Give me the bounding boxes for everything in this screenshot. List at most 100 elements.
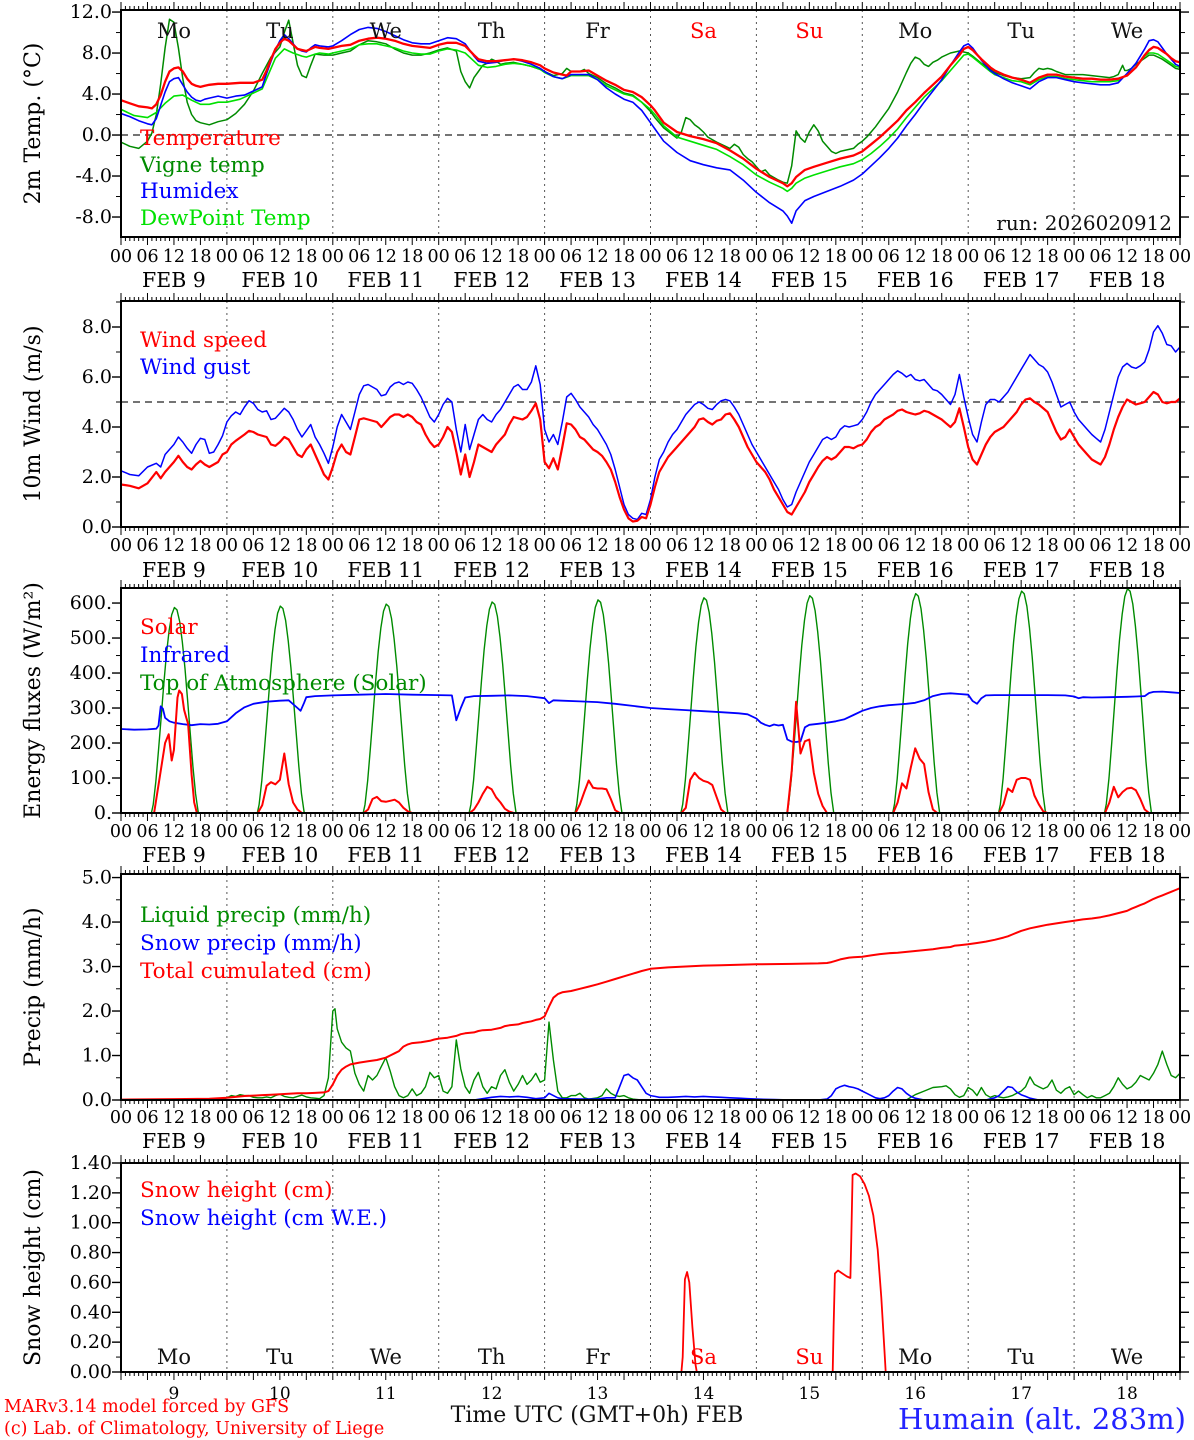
weekday-label-top: Mo	[898, 19, 932, 43]
hour-label: 18	[189, 247, 211, 267]
date-label: FEB 11	[347, 558, 424, 582]
hour-label: 18	[189, 1108, 211, 1128]
station-name-label: Humain (alt. 283m)	[897, 1402, 1186, 1436]
hour-label: 12	[375, 536, 397, 556]
hour-label: 06	[772, 1108, 794, 1128]
weekday-label-top: Tu	[266, 19, 294, 43]
weekday-label-bottom: Th	[478, 1345, 506, 1369]
hour-label: 06	[348, 1108, 370, 1128]
date-label: FEB 18	[1089, 268, 1166, 292]
hour-label: 12	[1010, 822, 1032, 842]
hour-label: 00	[639, 1108, 661, 1128]
series-total-cumulated-cm-	[121, 887, 1180, 1100]
hour-label: 18	[931, 247, 953, 267]
hour-label: 06	[136, 536, 158, 556]
date-label: FEB 12	[453, 843, 530, 867]
hour-label: 06	[772, 247, 794, 267]
hour-label: 18	[401, 1108, 423, 1128]
hour-label: 12	[269, 1108, 291, 1128]
weekday-label-bottom: We	[1111, 1345, 1143, 1369]
y-tick-label: 100.	[70, 767, 112, 789]
weekday-label-top: Tu	[1007, 19, 1035, 43]
hour-label: 00	[957, 247, 979, 267]
legend-solar: Solar	[140, 615, 198, 640]
hour-label: 18	[401, 247, 423, 267]
y-tick-label: 1.20	[70, 1182, 112, 1204]
hour-label: 00	[1169, 536, 1191, 556]
hour-label: 00	[110, 822, 132, 842]
hour-label: 06	[1089, 1108, 1111, 1128]
hour-label: 18	[825, 1108, 847, 1128]
hour-label: 18	[825, 536, 847, 556]
series-infrared	[121, 690, 1180, 743]
date-label: FEB 13	[559, 268, 636, 292]
hour-label: 12	[586, 1108, 608, 1128]
hour-label: 12	[375, 247, 397, 267]
date-label: FEB 16	[877, 843, 954, 867]
hour-label: 12	[1116, 822, 1138, 842]
hour-label: 00	[851, 1108, 873, 1128]
hour-label: 06	[984, 247, 1006, 267]
hour-label: 00	[1063, 247, 1085, 267]
hour-label: 18	[507, 536, 529, 556]
hour-label: 18	[613, 536, 635, 556]
hour-label: 06	[772, 822, 794, 842]
hour-label: 06	[348, 822, 370, 842]
hour-label: 06	[878, 1108, 900, 1128]
hour-label: 00	[851, 822, 873, 842]
hour-label: 06	[560, 536, 582, 556]
y-tick-label: 0.00	[70, 1361, 112, 1383]
date-label: FEB 10	[241, 1129, 318, 1153]
series-snow-height-cm-	[121, 1172, 1180, 1372]
hour-label: 12	[904, 1108, 926, 1128]
hour-label: 12	[481, 1108, 503, 1128]
hour-label: 06	[454, 536, 476, 556]
date-label: FEB 15	[771, 558, 848, 582]
legend-snow-height-cm-: Snow height (cm)	[140, 1178, 333, 1203]
y-tick-label: 200.	[70, 732, 112, 754]
date-label: FEB 11	[347, 843, 424, 867]
hour-label: 06	[666, 247, 688, 267]
y-tick-label: -8.0	[75, 206, 112, 228]
date-label: FEB 13	[559, 558, 636, 582]
hour-label: 00	[428, 536, 450, 556]
y-tick-label: 0.0	[82, 1089, 112, 1111]
y-tick-label: 0.60	[70, 1271, 112, 1293]
hour-label: 18	[931, 536, 953, 556]
hour-label: 12	[1116, 1108, 1138, 1128]
date-label: FEB 17	[983, 843, 1060, 867]
date-label: FEB 15	[771, 268, 848, 292]
hour-label: 18	[189, 822, 211, 842]
y-tick-label: 0.20	[70, 1331, 112, 1353]
hour-label: 00	[1169, 247, 1191, 267]
hour-label: 18	[1142, 1108, 1164, 1128]
hour-label: 00	[639, 822, 661, 842]
hour-label: 06	[878, 536, 900, 556]
legend-dewpoint-temp: DewPoint Temp	[140, 206, 311, 231]
hour-label: 18	[507, 822, 529, 842]
day-number-label: 9	[169, 1384, 180, 1404]
weekday-label-bottom: Su	[795, 1345, 823, 1369]
hour-label: 06	[136, 247, 158, 267]
weekday-label-top: We	[1111, 19, 1143, 43]
hour-label: 12	[269, 536, 291, 556]
date-label: FEB 14	[665, 843, 742, 867]
hour-label: 00	[428, 1108, 450, 1128]
hour-label: 06	[348, 536, 370, 556]
legend-infrared: Infrared	[140, 643, 230, 668]
hour-label: 12	[798, 1108, 820, 1128]
date-label: FEB 10	[241, 843, 318, 867]
hour-label: 00	[745, 822, 767, 842]
hour-label: 06	[242, 822, 264, 842]
hour-label: 12	[798, 536, 820, 556]
date-label: FEB 16	[877, 558, 954, 582]
hour-label: 12	[692, 1108, 714, 1128]
y-tick-label: 4.0	[82, 83, 112, 105]
hour-label: 12	[375, 1108, 397, 1128]
y-tick-label: 2.0	[82, 1000, 112, 1022]
y-tick-label: 8.0	[82, 316, 112, 338]
y-tick-label: 2.0	[82, 466, 112, 488]
y-tick-label: 500.	[70, 627, 112, 649]
hour-label: 18	[1142, 822, 1164, 842]
weekday-label-bottom: Mo	[898, 1345, 932, 1369]
